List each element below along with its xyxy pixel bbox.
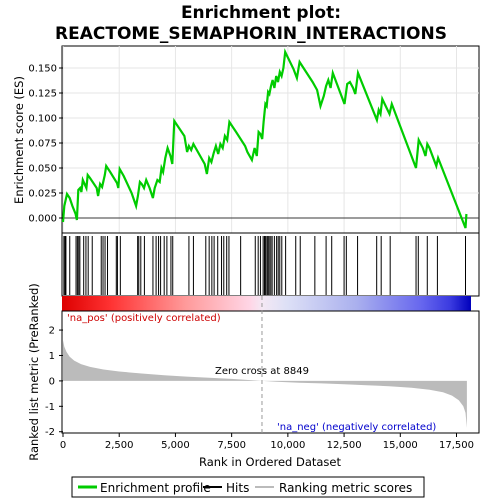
es-y-tick-label: 0.100 — [28, 114, 57, 125]
es-gridlines — [62, 46, 479, 233]
metric-y-tick-label: 1 — [49, 351, 55, 362]
es-y-tick-label: 0.075 — [28, 139, 57, 150]
es-y-axis: 0.000 0.025 0.050 0.075 0.100 0.125 0.150 — [28, 64, 63, 225]
zero-cross-label: Zero cross at 8849 — [215, 366, 309, 377]
x-tick-label: 5,000 — [161, 440, 190, 451]
x-tick-label: 10,000 — [270, 440, 305, 451]
metric-y-axis-label: Ranked list metric (PreRanked) — [27, 283, 41, 461]
x-tick-label: 0 — [60, 440, 66, 451]
hit-markers — [63, 236, 467, 295]
x-tick-label: 15,000 — [383, 440, 418, 451]
legend-metric-label: Ranking metric scores — [279, 481, 412, 495]
es-y-tick-label: 0.025 — [28, 189, 57, 200]
enrichment-profile-line — [61, 48, 468, 229]
x-tick-label: 7,500 — [217, 440, 246, 451]
x-tick-label: 12,500 — [327, 440, 362, 451]
es-y-axis-label: Enrichment score (ES) — [12, 76, 26, 204]
x-tick-label: 17,500 — [439, 440, 474, 451]
metric-y-tick-label: -2 — [45, 427, 55, 438]
es-y-tick-label: 0.150 — [28, 64, 57, 75]
positive-correlation-label: 'na_pos' (positively correlated) — [67, 313, 221, 324]
es-y-tick-label: 0.000 — [28, 214, 57, 225]
es-y-tick-label: 0.125 — [28, 89, 57, 100]
x-axis: 0 2,500 5,000 7,500 10,000 12,500 15,000 17,500 — [60, 433, 474, 451]
metric-y-tick-label: 0 — [49, 376, 55, 387]
legend-enrichment-label: Enrichment profile — [100, 481, 211, 495]
metric-panel-frame — [61, 310, 480, 434]
metric-y-axis: -2 -1 0 1 2 — [45, 326, 63, 438]
legend: Enrichment profile Hits Ranking metric s… — [71, 476, 425, 498]
es-y-tick-label: 0.050 — [28, 164, 57, 175]
rank-color-bar — [62, 296, 471, 311]
metric-y-tick-label: -1 — [45, 402, 55, 413]
negative-correlation-label: 'na_neg' (negatively correlated) — [277, 422, 436, 433]
ranking-metric-area — [63, 340, 467, 428]
x-axis-label: Rank in Ordered Dataset — [199, 455, 342, 469]
x-tick-label: 2,500 — [105, 440, 134, 451]
metric-y-tick-label: 2 — [49, 326, 55, 337]
chart-title-line1: Enrichment plot: — [181, 3, 341, 23]
legend-hits-label: Hits — [226, 481, 249, 495]
es-panel-frame — [61, 45, 480, 234]
chart-title-line2: REACTOME_SEMAPHORIN_INTERACTIONS — [55, 24, 447, 44]
legend-box — [71, 476, 425, 498]
